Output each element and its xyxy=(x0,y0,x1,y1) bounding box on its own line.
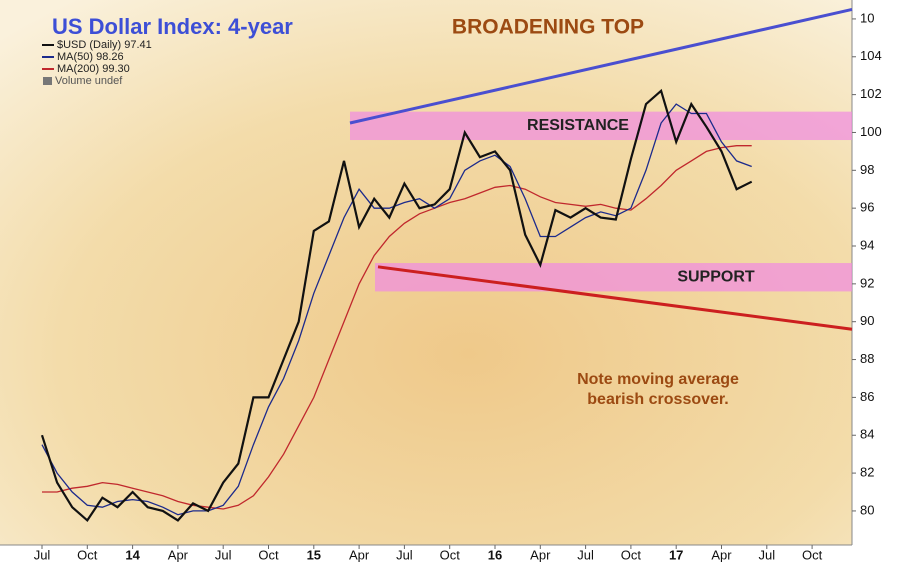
y-tick-label: 88 xyxy=(860,351,874,366)
chart-subtitle: BROADENING TOP xyxy=(452,16,644,39)
trendline xyxy=(349,7,853,125)
y-tick-label: 104 xyxy=(860,48,882,63)
x-tick-label: Jul xyxy=(215,547,232,562)
y-tick-label: 102 xyxy=(860,86,882,101)
x-tick-label: Apr xyxy=(349,547,370,562)
series-line xyxy=(40,88,753,523)
chart-title: US Dollar Index: 4-year xyxy=(52,14,293,39)
x-tick-label: Oct xyxy=(621,547,642,562)
trendline xyxy=(377,265,853,331)
y-tick-label: 10 xyxy=(860,10,874,25)
y-tick-label: 84 xyxy=(860,427,874,442)
plot-layer: RESISTANCE SUPPORT xyxy=(40,7,853,523)
x-tick-label: Oct xyxy=(440,547,461,562)
legend-swatch xyxy=(43,77,52,85)
band-label: SUPPORT xyxy=(677,268,755,285)
y-tick-label: 94 xyxy=(860,237,874,252)
x-tick-label: Apr xyxy=(530,547,551,562)
y-tick-label: 90 xyxy=(860,313,874,328)
band-label: RESISTANCE xyxy=(527,117,629,134)
x-tick-label: Jul xyxy=(396,547,413,562)
series-line xyxy=(41,103,752,516)
note: Note moving average xyxy=(577,371,739,388)
x-tick-label: 17 xyxy=(669,547,683,562)
legend-label: Volume undef xyxy=(55,75,123,87)
y-tick-label: 92 xyxy=(860,275,874,290)
x-tick-label: Oct xyxy=(258,547,279,562)
y-tick-label: 96 xyxy=(860,200,874,215)
x-tick-label: 15 xyxy=(307,547,321,562)
x-tick-label: Jul xyxy=(758,547,775,562)
y-tick-label: 100 xyxy=(860,124,882,139)
x-tick-label: Jul xyxy=(34,547,51,562)
series-line xyxy=(42,145,752,510)
legend-label: $USD (Daily) 97.41 xyxy=(57,39,152,51)
note: bearish crossover. xyxy=(587,391,728,408)
x-tick-label: 16 xyxy=(488,547,502,562)
y-tick-label: 98 xyxy=(860,162,874,177)
x-tick-label: Apr xyxy=(168,547,189,562)
x-tick-label: Oct xyxy=(802,547,823,562)
legend-label: MA(200) 99.30 xyxy=(57,63,130,75)
y-tick-label: 82 xyxy=(860,465,874,480)
band xyxy=(350,111,852,141)
y-tick-label: 86 xyxy=(860,389,874,404)
y-tick-label: 80 xyxy=(860,502,874,517)
legend-label: MA(50) 98.26 xyxy=(57,51,124,63)
x-tick-label: 14 xyxy=(125,547,140,562)
x-tick-label: Oct xyxy=(77,547,98,562)
x-tick-label: Apr xyxy=(711,547,732,562)
x-tick-label: Jul xyxy=(577,547,594,562)
